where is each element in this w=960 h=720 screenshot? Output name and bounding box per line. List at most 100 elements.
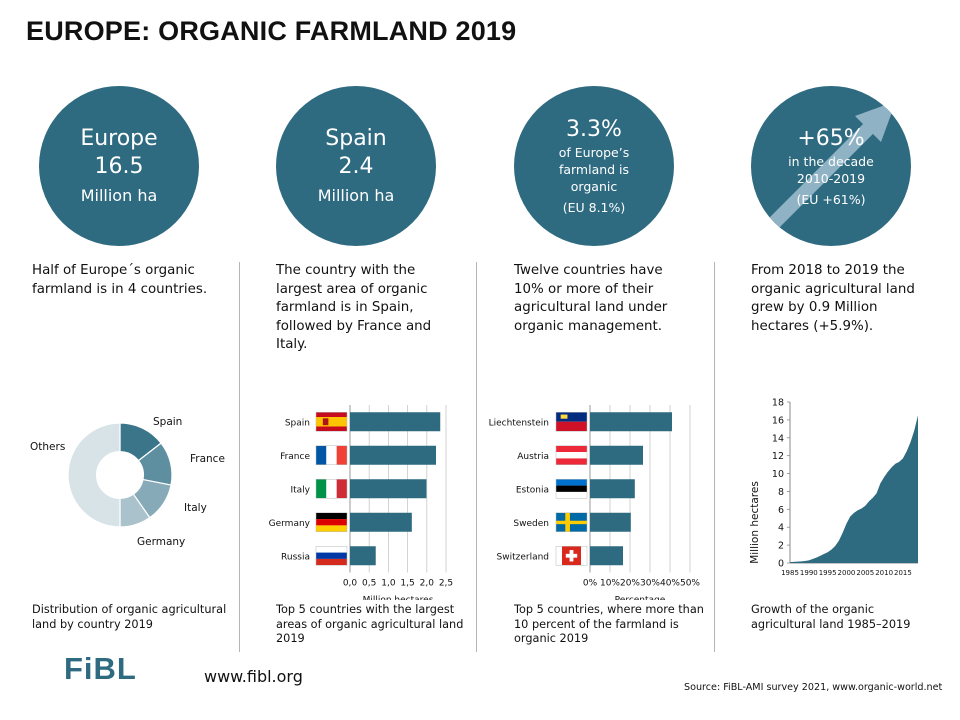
slice-label: France bbox=[190, 453, 225, 465]
x-axis-title: Percentage bbox=[615, 596, 666, 601]
tick-label: 0% bbox=[583, 579, 598, 589]
italy-flag-icon bbox=[315, 479, 348, 499]
bar bbox=[350, 479, 427, 499]
flag-part bbox=[336, 445, 347, 465]
russia-flag-icon bbox=[315, 546, 348, 566]
description-text: The country with the largest area of org… bbox=[276, 263, 432, 352]
flag-part bbox=[556, 479, 587, 486]
tick-label: 20% bbox=[620, 579, 640, 589]
flag-part bbox=[556, 412, 587, 422]
flag-part bbox=[556, 485, 587, 492]
sweden-flag-icon bbox=[555, 512, 588, 532]
slice-label: Others bbox=[30, 441, 65, 453]
spain-flag-icon bbox=[315, 412, 348, 432]
tick-label: 1,5 bbox=[400, 579, 414, 589]
area-series bbox=[790, 415, 918, 563]
tick-label: 16 bbox=[772, 415, 784, 426]
column-divider bbox=[476, 262, 477, 652]
tick-label: 12 bbox=[772, 451, 784, 462]
category-label: Spain bbox=[285, 418, 310, 428]
tick-label: 0 bbox=[778, 559, 784, 570]
chart-caption: Top 5 countries, where more than 10 perc… bbox=[514, 603, 704, 645]
category-label: Liechtenstein bbox=[489, 418, 549, 428]
y-axis-title: Million hectares bbox=[749, 481, 761, 564]
flag-part bbox=[316, 552, 347, 559]
fibl-logo: FiBL bbox=[64, 651, 137, 686]
circle-text: of Europe’s bbox=[558, 145, 630, 160]
tick-label: 1985 bbox=[781, 569, 799, 577]
category-label: Italy bbox=[290, 485, 310, 495]
flag-border bbox=[315, 546, 348, 566]
tick-label: 2,0 bbox=[420, 579, 435, 589]
column-divider bbox=[714, 262, 715, 652]
tick-label: 1990 bbox=[800, 569, 818, 577]
category-label: Germany bbox=[269, 519, 311, 529]
flag-part bbox=[326, 479, 337, 499]
bar bbox=[350, 445, 437, 465]
flag-border bbox=[555, 479, 588, 499]
flag-part bbox=[316, 512, 347, 520]
bar bbox=[350, 412, 441, 432]
flag-part bbox=[316, 479, 327, 499]
tick-label: 40% bbox=[660, 579, 680, 589]
bar bbox=[590, 412, 672, 432]
estonia-flag-icon bbox=[555, 479, 588, 499]
page-title: EUROPE: ORGANIC FARMLAND 2019 bbox=[26, 16, 517, 46]
flag-part bbox=[316, 445, 327, 465]
bar bbox=[590, 479, 635, 499]
tick-label: 2,5 bbox=[439, 579, 453, 589]
circle-text: farmland is bbox=[558, 162, 630, 177]
circle-label: Europe bbox=[80, 126, 158, 151]
circle-unit: Million ha bbox=[317, 186, 395, 205]
circle-value: +65% bbox=[797, 125, 865, 151]
flag-border bbox=[555, 546, 588, 566]
austria-flag-icon bbox=[555, 445, 588, 465]
tick-label: 2000 bbox=[838, 569, 856, 577]
tick-label: 2 bbox=[778, 541, 784, 552]
circle-text: organic bbox=[570, 179, 618, 194]
germany-flag-icon bbox=[315, 512, 348, 532]
growth-stat-circle: +65% in the decade 2010-2019 (EU +61%) bbox=[751, 86, 911, 246]
flag-part bbox=[565, 553, 578, 558]
country-bar-chart: 0,0 0,5 1,0 1,5 2,0 2,5 Million hectares Spain F… bbox=[269, 405, 453, 600]
circle-text: in the decade bbox=[788, 153, 874, 169]
tick-label: 18 bbox=[772, 398, 784, 409]
bar bbox=[590, 445, 643, 465]
circle-note: (EU +61%) bbox=[796, 191, 866, 207]
switzerland-flag-icon bbox=[555, 546, 588, 566]
share-stat-circle: 3.3% of Europe’s farmland is organic (EU… bbox=[514, 86, 674, 246]
growth-area-chart: 0 2 4 6 8 10 12 14 16 18 1985 1990 1995 2000 2005 2010 2… bbox=[749, 398, 918, 577]
flag-border bbox=[315, 479, 348, 499]
tick-label: 4 bbox=[778, 523, 784, 534]
tick-label: 1995 bbox=[819, 569, 837, 577]
flag-border bbox=[555, 445, 588, 465]
flag-part bbox=[560, 414, 568, 419]
website-link[interactable]: www.fibl.org bbox=[204, 667, 303, 686]
tick-label: 2010 bbox=[875, 569, 893, 577]
tick-label: 0,5 bbox=[362, 579, 376, 589]
chart-caption: Growth of the organic agricultural land … bbox=[751, 603, 911, 631]
donut-chart: Spain France Italy Germany Others bbox=[30, 416, 225, 548]
tick-label: 10% bbox=[600, 579, 620, 589]
flag-part bbox=[316, 525, 347, 532]
flag-part bbox=[316, 558, 347, 566]
tick-label: 50% bbox=[680, 579, 700, 589]
flag-part bbox=[556, 452, 587, 459]
category-label: Russia bbox=[281, 552, 310, 562]
flag-part bbox=[316, 519, 347, 526]
spain-stat-circle: Spain 2.4 Million ha bbox=[276, 86, 436, 246]
circle-text: 2010-2019 bbox=[796, 170, 866, 186]
bar bbox=[590, 546, 623, 566]
france-flag-icon bbox=[315, 445, 348, 465]
circle-unit: Million ha bbox=[80, 186, 158, 205]
category-label: Austria bbox=[517, 452, 549, 462]
circle-note: (EU 8.1%) bbox=[562, 200, 626, 215]
tick-label: 0,0 bbox=[343, 579, 358, 589]
europe-stat-circle: Europe 16.5 Million ha bbox=[39, 86, 199, 246]
tick-label: 2015 bbox=[894, 569, 912, 577]
flag-part bbox=[316, 417, 347, 427]
circle-value: 2.4 bbox=[338, 154, 374, 179]
tick-label: 6 bbox=[778, 505, 784, 516]
bar bbox=[350, 546, 376, 566]
tick-label: 30% bbox=[640, 579, 660, 589]
